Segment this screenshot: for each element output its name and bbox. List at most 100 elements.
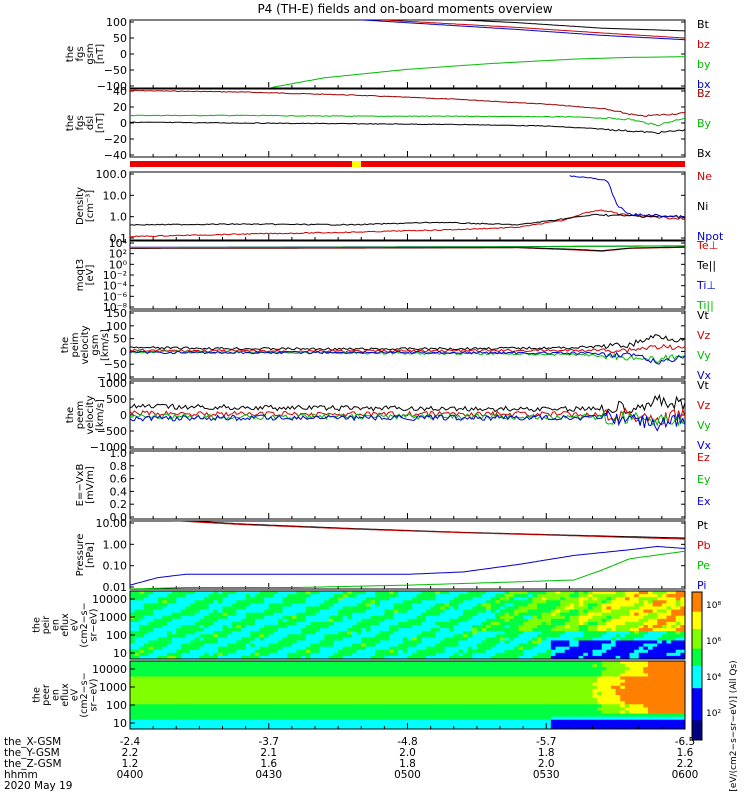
spectrogram-cell [217,691,223,696]
spectrogram-cell [421,679,427,684]
legend-label: Ey [697,473,711,486]
spectrogram-cell [333,643,339,648]
spectrogram-cell [264,597,270,601]
spectrogram-cell [486,698,492,702]
spectrogram-cell [236,640,242,644]
spectrogram-cell [301,716,307,721]
spectrogram-cell [282,621,288,626]
spectrogram-cell [555,600,561,604]
spectrogram-cell [296,649,302,654]
spectrogram-cell [398,609,404,614]
spectrogram-cell [143,625,149,629]
spectrogram-cell [338,606,344,610]
spectrogram-cell [513,673,519,677]
spectrogram-cell [305,621,311,626]
spectrogram-cell [199,695,205,699]
spectrogram-cell [333,722,339,727]
spectrogram-cell [490,673,496,677]
spectrogram-cell [611,643,617,648]
spectrogram-cell [241,688,247,693]
spectrogram-cell [231,685,237,690]
spectrogram-cell [250,722,256,727]
spectrogram-cell [444,701,450,705]
panel-frame [129,19,686,89]
y-tick-label: 0 [120,117,127,130]
spectrogram-cell [481,600,487,604]
spectrogram-cell [259,707,265,711]
spectrogram-cell [231,676,237,680]
spectrogram-cell [518,713,524,718]
spectrogram-cell [597,643,603,648]
spectrogram-cell [352,643,358,648]
spectrogram-cell [435,664,441,668]
spectrogram-cell [513,637,519,641]
spectrogram-cell [481,698,487,702]
spectrogram-cell [537,625,543,629]
spectrogram-cell [268,664,274,668]
spectrogram-cell [527,646,533,651]
spectrogram-cell [176,688,182,693]
spectrogram-cell [449,725,455,730]
spectrogram-cell [310,646,316,651]
spectrogram-cell [439,597,445,601]
spectrogram-cell [328,594,334,598]
spectrogram-cell [402,649,408,654]
y-tick-label: −100 [97,371,127,384]
spectrogram-cell [259,685,265,690]
spectrogram-cell [328,691,334,696]
spectrogram-cell [194,719,200,724]
spectrogram-cell [467,670,473,674]
spectrogram-cell [527,670,533,674]
spectrogram-cell [486,603,492,607]
spectrogram-cell [393,609,399,614]
spectrogram-cell [486,710,492,714]
spectrogram-cell [486,691,492,696]
spectrogram-cell [148,655,154,660]
spectrogram-cell [449,722,455,727]
spectrogram-cell [597,603,603,607]
spectrogram-cell [162,667,168,671]
spectrogram-cell [296,701,302,705]
spectrogram-cell [504,713,510,718]
spectrogram-cell [620,621,626,626]
spectrogram-cell [523,719,529,724]
spectrogram-cell [342,679,348,684]
spectrogram-cell [365,695,371,699]
spectrogram-cell [463,710,469,714]
spectrogram-cell [301,631,307,635]
spectrogram-cell [375,719,381,724]
spectrogram-cell [167,661,173,665]
spectrogram-cell [666,631,672,635]
spectrogram-cell [472,655,478,660]
spectrogram-cell [472,643,478,648]
spectrogram-cell [467,707,473,711]
spectrogram-cell [449,600,455,604]
spectrogram-cell [444,603,450,607]
spectrogram-cell [402,655,408,660]
spectrogram-cell [143,609,149,614]
spectrogram-cell [356,725,362,730]
spectrogram-cell [273,676,279,680]
spectrogram-cell [629,634,635,638]
spectrogram-cell [546,625,552,629]
spectrogram-cell [310,713,316,718]
spectrogram-cell [393,655,399,660]
spectrogram-cell [319,634,325,638]
spectrogram-cell [486,682,492,687]
spectrogram-cell [555,603,561,607]
spectrogram-cell [291,655,297,660]
spectrogram-cell [560,631,566,635]
spectrogram-cell [398,600,404,604]
spectrogram-cell [389,591,395,595]
spectrogram-cell [550,612,556,617]
spectrogram-cell [305,688,311,693]
spectrogram-cell [338,716,344,721]
spectrogram-cell [421,701,427,705]
spectrogram-cell [537,649,543,654]
spectrogram-cell [680,628,686,632]
spectrogram-cell [153,637,159,641]
spectrogram-cell [338,682,344,687]
spectrogram-cell [435,673,441,677]
spectrogram-cell [398,615,404,620]
